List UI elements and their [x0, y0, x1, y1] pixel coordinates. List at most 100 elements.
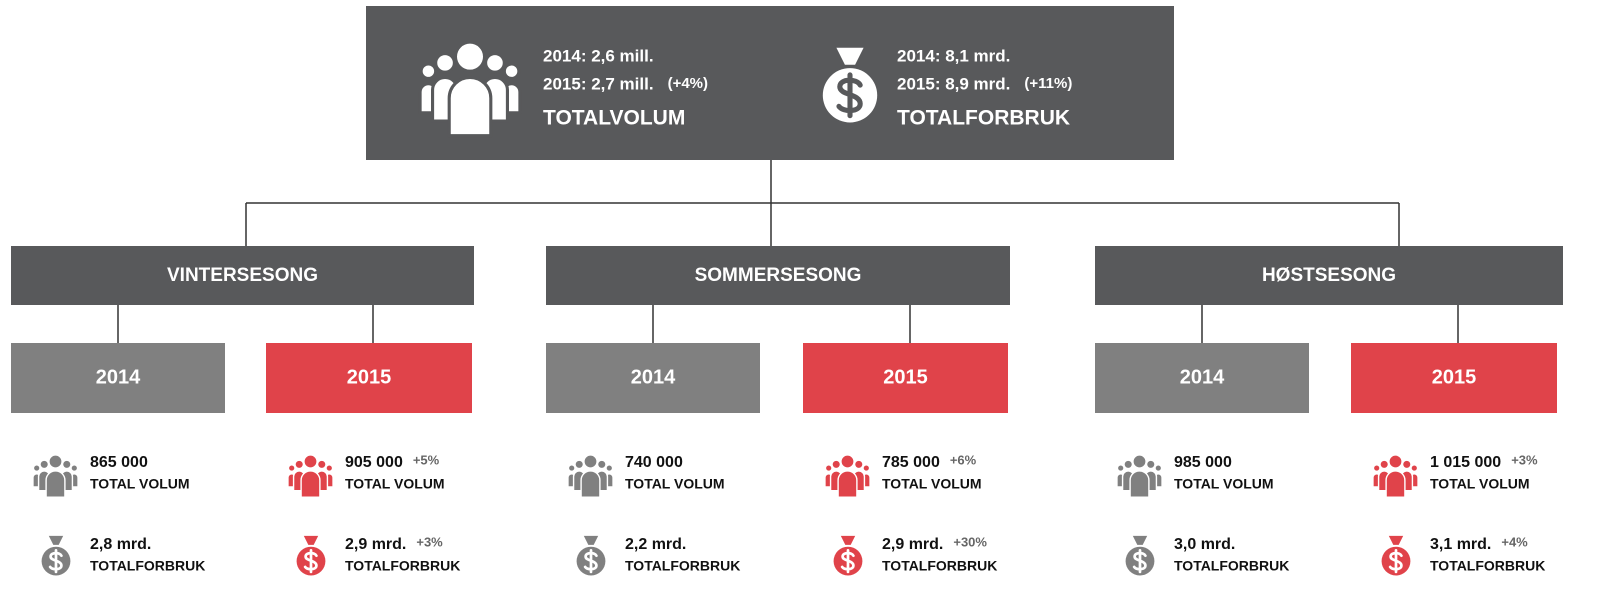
item-value: 3,1 mrd. — [1430, 536, 1491, 553]
item-change: +5% — [413, 452, 440, 467]
bag-neck — [1388, 535, 1404, 545]
connectors — [245, 160, 1400, 246]
person-head — [502, 62, 521, 81]
person-head — [303, 454, 318, 469]
season-name: HØSTSESONG — [1262, 265, 1396, 286]
person-head — [39, 459, 50, 470]
top-line: 2014: 8,1 mrd. — [897, 46, 1010, 65]
person-head — [1372, 464, 1381, 473]
bag-neck — [840, 535, 856, 545]
year-box — [803, 343, 1008, 413]
person-body — [580, 470, 601, 498]
top-label: TOTALFORBRUK — [897, 107, 1070, 130]
dollar-sign — [1132, 548, 1147, 574]
item-value: 1 015 000 — [1430, 454, 1501, 471]
item-change: +3% — [416, 534, 443, 549]
item-value: 2,8 mrd. — [90, 536, 151, 553]
person-head — [853, 459, 864, 470]
person-head — [316, 459, 327, 470]
year-label: 2015 — [347, 366, 392, 388]
person-body — [45, 470, 66, 498]
year-box — [546, 343, 760, 413]
person-head — [1116, 464, 1125, 473]
item-label: TOTAL VOLUM — [1174, 476, 1274, 492]
season-box — [1095, 246, 1563, 305]
person-head — [840, 454, 855, 469]
item-label: TOTALFORBRUK — [90, 558, 205, 574]
item-change: +3% — [1511, 452, 1538, 467]
item-label: TOTAL VOLUM — [1430, 476, 1530, 492]
item-label: TOTAL VOLUM — [90, 476, 190, 492]
bag-neck — [48, 535, 64, 545]
person-head — [294, 459, 305, 470]
dollar-sign — [48, 548, 63, 574]
year-box — [1351, 343, 1557, 413]
top-change: (+11%) — [1024, 75, 1072, 92]
bag-neck — [583, 535, 599, 545]
person-head — [484, 51, 506, 74]
top-label: TOTALVOLUM — [543, 107, 685, 130]
people-icon — [824, 454, 871, 498]
year-label: 2015 — [883, 366, 928, 388]
person-head — [48, 454, 63, 469]
item-value: 985 000 — [1174, 454, 1232, 471]
item-label: TOTAL VOLUM — [345, 476, 445, 492]
people-icon — [1116, 454, 1163, 498]
money-bag-icon — [296, 535, 326, 576]
year-box — [1095, 343, 1309, 413]
person-head — [1132, 454, 1147, 469]
item-value: 2,2 mrd. — [625, 536, 686, 553]
item-value: 785 000 — [882, 454, 940, 471]
year-label: 2014 — [96, 366, 141, 388]
season-name: VINTERSESONG — [167, 265, 318, 286]
money-bag-icon — [576, 535, 606, 576]
item-label: TOTALFORBRUK — [882, 558, 997, 574]
person-head — [596, 459, 607, 470]
person-head — [287, 464, 296, 473]
person-head — [61, 459, 72, 470]
person-head — [567, 464, 576, 473]
person-body — [447, 75, 493, 138]
money-bag-icon — [1125, 535, 1155, 576]
year-label: 2014 — [1180, 366, 1225, 388]
person-head — [1123, 459, 1134, 470]
people-icon — [1372, 454, 1419, 498]
item-change: +6% — [950, 452, 977, 467]
year-box — [266, 343, 472, 413]
people-icon — [32, 454, 79, 498]
item-label: TOTALFORBRUK — [625, 558, 740, 574]
person-head — [574, 459, 585, 470]
bag-neck — [836, 47, 864, 65]
top-line: 2015: 8,9 mrd. — [897, 74, 1010, 93]
item-value: 2,9 mrd. — [882, 536, 943, 553]
money-bag-icon — [822, 47, 878, 123]
item-label: TOTALFORBRUK — [1174, 558, 1289, 574]
person-head — [434, 51, 456, 74]
person-body — [837, 470, 858, 498]
person-head — [1410, 464, 1419, 473]
money-bag-icon — [1381, 535, 1411, 576]
item-value: 3,0 mrd. — [1174, 536, 1235, 553]
person-head — [831, 459, 842, 470]
top-line: 2015: 2,7 mill. — [543, 74, 654, 93]
item-label: TOTAL VOLUM — [625, 476, 725, 492]
year-label: 2015 — [1432, 366, 1477, 388]
year-label: 2014 — [631, 366, 676, 388]
item-label: TOTALFORBRUK — [345, 558, 460, 574]
dollar-sign — [836, 72, 863, 119]
year-box — [11, 343, 225, 413]
person-head — [1145, 459, 1156, 470]
season-name: SOMMERSESONG — [695, 265, 862, 286]
bag-neck — [1132, 535, 1148, 545]
bag-neck — [303, 535, 319, 545]
item-change: +30% — [953, 534, 987, 549]
person-head — [32, 464, 41, 473]
season-box — [11, 246, 474, 305]
person-head — [1388, 454, 1403, 469]
item-change: +4% — [1501, 534, 1528, 549]
person-head — [862, 464, 871, 473]
dollar-sign — [583, 548, 598, 574]
dollar-sign — [1388, 548, 1403, 574]
people-icon — [567, 454, 614, 498]
money-bag-icon — [41, 535, 71, 576]
